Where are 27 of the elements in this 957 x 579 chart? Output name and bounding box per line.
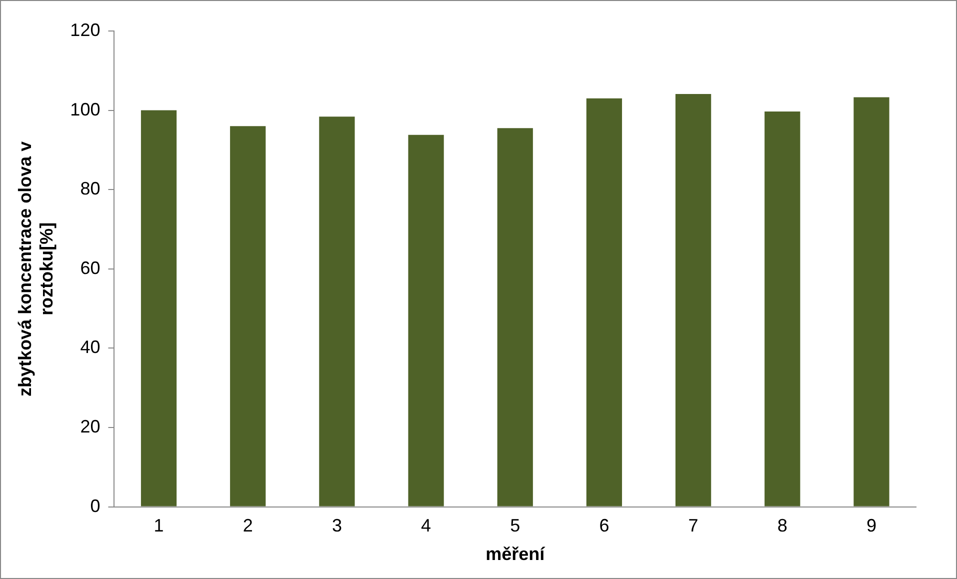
y-tick-label: 40: [80, 337, 100, 358]
x-tick-label: 9: [866, 516, 876, 536]
y-tick-label: 20: [80, 416, 100, 436]
x-tick-label: 5: [510, 516, 520, 536]
bar: [586, 98, 622, 506]
x-tick-label: 8: [777, 516, 788, 536]
x-tick-label: 7: [688, 516, 698, 536]
bar: [319, 116, 355, 506]
x-axis-title: měření: [486, 544, 546, 564]
x-tick-label: 1: [154, 516, 164, 536]
y-tick-label: 100: [70, 99, 100, 120]
bar: [497, 128, 533, 506]
x-tick-label: 4: [421, 516, 432, 536]
y-tick-label: 80: [80, 178, 100, 199]
y-axis-title: zbytková koncentrace olova v roztoku[%]: [14, 141, 56, 396]
x-tick-label: 3: [332, 516, 342, 536]
y-tick-label: 60: [80, 258, 100, 278]
x-tick-label: 2: [242, 516, 253, 536]
bar: [230, 126, 266, 506]
x-tick-label: 6: [599, 516, 610, 536]
bar: [764, 111, 800, 506]
bar: [854, 97, 890, 506]
y-tick-label: 120: [70, 20, 100, 40]
bar: [408, 134, 444, 506]
bar: [675, 94, 712, 506]
bar: [140, 110, 177, 506]
y-tick-label: 0: [90, 496, 100, 516]
